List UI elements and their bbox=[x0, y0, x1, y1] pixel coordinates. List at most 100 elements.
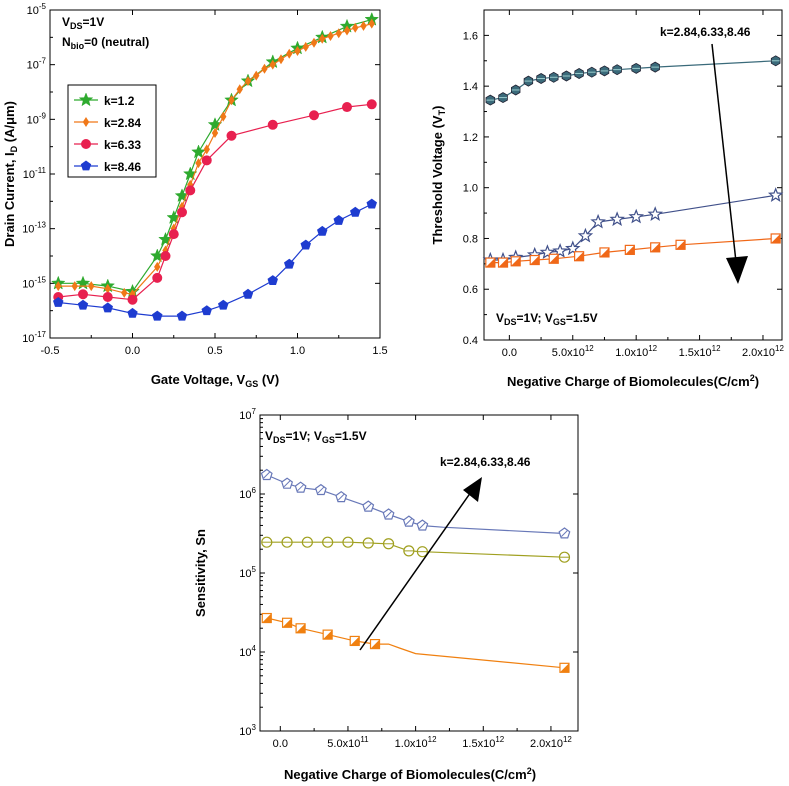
data-point bbox=[624, 244, 635, 255]
data-point bbox=[284, 258, 295, 269]
data-point bbox=[335, 490, 348, 503]
data-point bbox=[78, 289, 88, 300]
data-point bbox=[294, 46, 301, 56]
x-axis-label: Negative Charge of Biomolecules(C/cm2) bbox=[284, 766, 536, 782]
data-point bbox=[127, 307, 138, 318]
plot-frame bbox=[483, 9, 783, 341]
data-point bbox=[350, 206, 361, 217]
y-axis-label: Drain Current, ID (A/μm) bbox=[2, 101, 19, 247]
data-point bbox=[382, 508, 395, 520]
y-tick-label: 104 bbox=[239, 644, 256, 659]
data-point bbox=[185, 185, 196, 196]
data-point bbox=[203, 144, 210, 155]
data-point bbox=[565, 240, 581, 256]
data-point bbox=[267, 119, 278, 130]
x-tick-label: 1.5x1012 bbox=[462, 735, 504, 750]
data-point bbox=[261, 63, 268, 74]
data-point bbox=[160, 251, 171, 261]
x-tick-label: 0.0 bbox=[125, 345, 140, 357]
series-line bbox=[266, 541, 565, 558]
data-point bbox=[286, 48, 293, 59]
data-point bbox=[218, 299, 229, 310]
y-tick-label: 10-17 bbox=[22, 330, 46, 345]
data-point bbox=[121, 287, 128, 298]
data-point bbox=[369, 638, 381, 650]
x-tick-label: 5.0x1011 bbox=[327, 735, 369, 750]
x-tick-label: 5.0x1012 bbox=[552, 344, 594, 359]
data-point bbox=[220, 111, 227, 122]
data-point bbox=[177, 207, 187, 218]
data-point bbox=[675, 239, 686, 250]
legend-label: k=6.33 bbox=[104, 138, 141, 152]
data-point bbox=[261, 612, 272, 624]
data-point bbox=[628, 208, 645, 224]
x-tick-label: 2.0x1012 bbox=[530, 735, 572, 750]
data-point bbox=[309, 110, 319, 121]
x-tick-label: 1.0x1012 bbox=[395, 735, 437, 750]
data-point bbox=[187, 179, 194, 190]
data-point bbox=[294, 481, 307, 493]
data-point bbox=[191, 144, 206, 159]
data-point bbox=[609, 211, 625, 227]
data-point bbox=[162, 245, 169, 256]
data-point bbox=[77, 299, 89, 310]
data-point bbox=[536, 73, 546, 84]
data-point bbox=[170, 223, 177, 234]
data-point bbox=[539, 244, 556, 260]
data-point bbox=[277, 54, 285, 65]
data-point bbox=[510, 256, 521, 267]
data-point bbox=[510, 84, 521, 96]
data-point bbox=[485, 257, 496, 268]
data-point bbox=[631, 62, 641, 74]
data-point bbox=[281, 477, 294, 489]
data-point bbox=[558, 551, 571, 563]
data-point bbox=[366, 99, 377, 110]
data-point bbox=[360, 20, 367, 31]
y-tick-label: 0.6 bbox=[463, 284, 478, 296]
data-point bbox=[342, 102, 352, 113]
data-point bbox=[416, 519, 429, 531]
y-tick-label: 10-13 bbox=[22, 221, 46, 236]
data-point bbox=[368, 18, 375, 29]
y-tick-label: 1.6 bbox=[463, 30, 478, 42]
data-point bbox=[314, 483, 327, 496]
data-point bbox=[552, 243, 568, 258]
data-point bbox=[281, 617, 293, 628]
data-point bbox=[342, 536, 354, 548]
y-tick-label: 105 bbox=[239, 565, 256, 580]
data-point bbox=[195, 158, 202, 169]
data-point bbox=[178, 201, 186, 212]
x-tick-label: 1.0x1012 bbox=[615, 344, 657, 359]
data-point bbox=[201, 155, 212, 166]
legend: k=1.2 k=2.84 k=6.33 k=8.46 bbox=[67, 84, 157, 178]
data-point bbox=[317, 225, 328, 236]
y-axis-label: Sensitivity, Sn bbox=[193, 529, 208, 617]
data-point bbox=[295, 623, 306, 634]
x-tick-label: 0.0 bbox=[502, 347, 517, 359]
data-point bbox=[152, 272, 163, 283]
y-tick-label: 106 bbox=[239, 486, 256, 501]
legend-marker bbox=[82, 117, 90, 127]
x-tick-label: -0.5 bbox=[41, 345, 60, 357]
data-point bbox=[549, 71, 559, 83]
data-point bbox=[242, 288, 254, 299]
data-point bbox=[129, 289, 136, 300]
data-point bbox=[281, 536, 293, 548]
y-tick-label: 0.8 bbox=[463, 233, 478, 245]
data-point bbox=[382, 538, 395, 550]
y-tick-label: 1.2 bbox=[463, 132, 478, 144]
data-point bbox=[269, 59, 276, 70]
data-point bbox=[226, 130, 237, 141]
data-point bbox=[416, 546, 428, 558]
data-point bbox=[366, 198, 377, 209]
data-point bbox=[176, 310, 188, 321]
data-point bbox=[228, 95, 235, 106]
data-point bbox=[319, 33, 326, 44]
data-point bbox=[253, 70, 260, 81]
data-point bbox=[559, 662, 570, 673]
arrow-label: k=2.84,6.33,8.46 bbox=[660, 25, 751, 39]
data-point bbox=[577, 227, 594, 243]
legend-label: k=8.46 bbox=[104, 160, 141, 174]
x-tick-label: 0.5 bbox=[207, 345, 222, 357]
data-point bbox=[127, 294, 138, 305]
